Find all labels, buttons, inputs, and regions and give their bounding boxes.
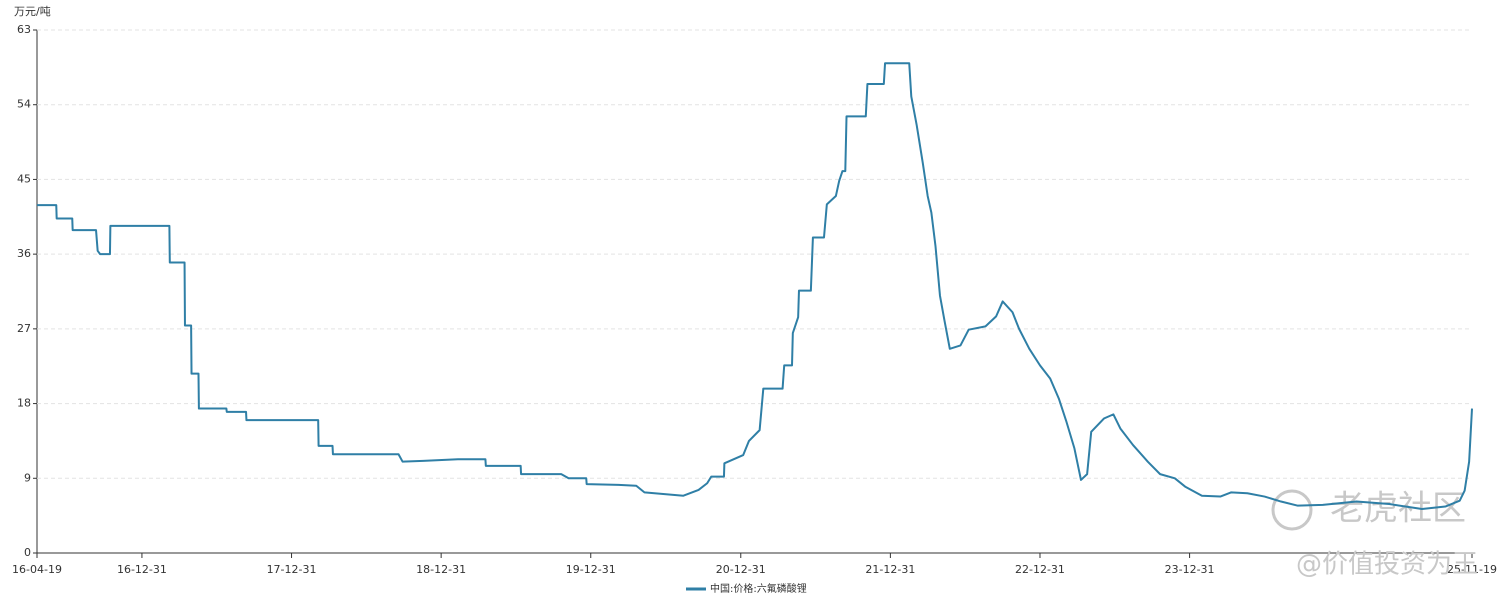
- x-tick-label: 18-12-31: [416, 563, 466, 576]
- watermark: 老虎社区 @价值投资为王: [1271, 489, 1478, 580]
- y-tick-label: 36: [17, 247, 31, 260]
- y-tick-label: 0: [24, 546, 31, 559]
- watermark-handle: @价值投资为王: [1296, 550, 1478, 580]
- legend-label: 中国:价格:六氟磷酸锂: [710, 582, 807, 595]
- x-tick-label: 22-12-31: [1015, 563, 1065, 576]
- x-tick-label: 16-12-31: [117, 563, 167, 576]
- y-tick-label: 9: [24, 471, 31, 484]
- line-series: [37, 62, 1473, 511]
- x-tick-label: 19-12-31: [566, 563, 616, 576]
- x-tick-label: 21-12-31: [865, 563, 915, 576]
- watermark-icon: [1271, 489, 1313, 531]
- x-tick-label: 25-11-19: [1447, 563, 1497, 576]
- y-axis-unit: 万元/吨: [14, 5, 51, 18]
- x-tick-label: 23-12-31: [1165, 563, 1215, 576]
- y-tick-label: 45: [17, 172, 31, 185]
- watermark-logo: 老虎社区: [1330, 489, 1466, 529]
- y-tick-label: 27: [17, 322, 31, 335]
- x-tick-label: 20-12-31: [716, 563, 766, 576]
- y-tick-label: 18: [17, 397, 31, 410]
- legend: 中国:价格:六氟磷酸锂: [686, 582, 807, 595]
- y-tick-label: 63: [17, 23, 31, 36]
- x-tick-label: 16-04-19: [12, 563, 62, 576]
- y-tick-label: 54: [17, 98, 31, 111]
- x-tick-label: 17-12-31: [267, 563, 317, 576]
